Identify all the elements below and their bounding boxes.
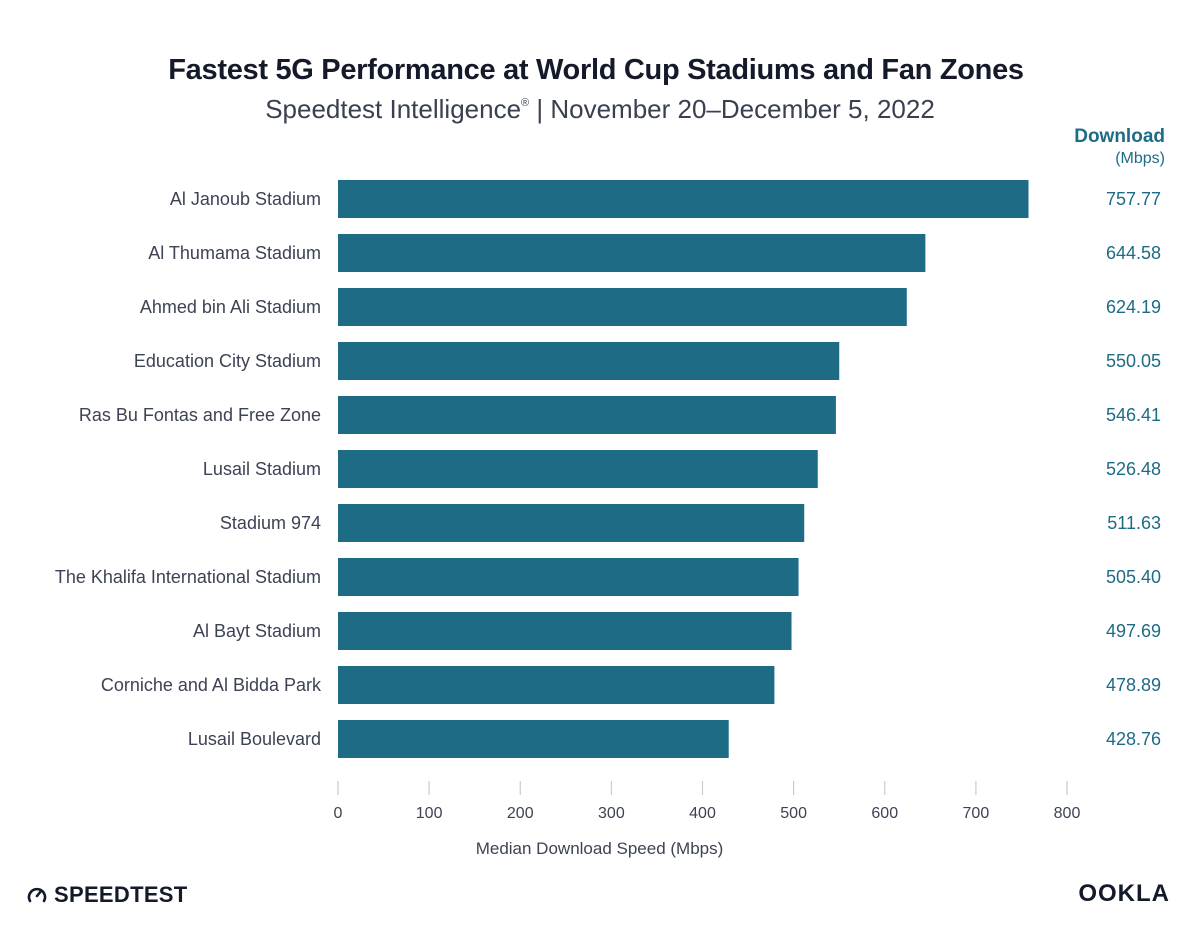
bar — [338, 180, 1029, 218]
x-tick-label: 700 — [963, 805, 990, 822]
category-label: Al Bayt Stadium — [193, 621, 321, 641]
x-tick-label: 200 — [507, 805, 534, 822]
x-tick-label: 400 — [689, 805, 716, 822]
bar — [338, 558, 799, 596]
speedometer-icon — [27, 887, 47, 903]
category-label: Ras Bu Fontas and Free Zone — [79, 405, 321, 425]
value-label: 428.76 — [1106, 729, 1161, 749]
value-label: 497.69 — [1106, 621, 1161, 641]
x-tick-label: 500 — [780, 805, 807, 822]
category-label: Education City Stadium — [134, 351, 321, 371]
x-tick-label: 100 — [416, 805, 443, 822]
category-label: Corniche and Al Bidda Park — [101, 675, 322, 695]
value-column-header: Download (Mbps) — [1074, 126, 1165, 170]
value-column-unit: (Mbps) — [1115, 150, 1165, 167]
value-label: 526.48 — [1106, 459, 1161, 479]
category-label: The Khalifa International Stadium — [55, 567, 321, 587]
x-tick-label: 600 — [871, 805, 898, 822]
value-label: 757.77 — [1106, 189, 1161, 209]
category-label: Ahmed bin Ali Stadium — [140, 297, 321, 317]
subtitle-date-range: | November 20–December 5, 2022 — [529, 94, 935, 124]
chart-subtitle: Speedtest Intelligence® | November 20–De… — [0, 94, 1200, 125]
value-label: 624.19 — [1106, 297, 1161, 317]
category-label: Al Thumama Stadium — [148, 243, 321, 263]
ookla-logo: OOKLA — [1078, 880, 1170, 907]
x-axis-label: Median Download Speed (Mbps) — [476, 839, 724, 858]
value-label: 505.40 — [1106, 567, 1161, 587]
value-label: 644.58 — [1106, 243, 1161, 263]
bar — [338, 504, 805, 542]
chart-title: Fastest 5G Performance at World Cup Stad… — [168, 54, 1024, 86]
category-label: Al Janoub Stadium — [170, 189, 321, 209]
speedtest-wordmark: SPEEDTEST — [54, 882, 188, 907]
bar — [338, 720, 729, 758]
bar — [338, 450, 818, 488]
speedtest-logo: SPEEDTEST — [26, 882, 188, 908]
bar — [338, 234, 926, 272]
value-label: 511.63 — [1107, 513, 1161, 533]
value-column-title: Download — [1074, 126, 1165, 147]
bar — [338, 612, 792, 650]
bar — [338, 396, 836, 434]
value-label: 478.89 — [1106, 675, 1161, 695]
subtitle-source: Speedtest Intelligence — [265, 94, 522, 124]
registered-mark: ® — [521, 97, 530, 109]
bar — [338, 288, 907, 326]
x-tick-label: 0 — [334, 805, 343, 822]
category-label: Lusail Stadium — [203, 459, 321, 479]
value-label: 550.05 — [1106, 351, 1161, 371]
category-label: Stadium 974 — [220, 513, 321, 533]
category-label: Lusail Boulevard — [188, 729, 321, 749]
bar — [338, 342, 840, 380]
value-label: 546.41 — [1106, 405, 1161, 425]
x-tick-label: 300 — [598, 805, 625, 822]
x-tick-label: 800 — [1054, 805, 1081, 822]
bar — [338, 666, 775, 704]
